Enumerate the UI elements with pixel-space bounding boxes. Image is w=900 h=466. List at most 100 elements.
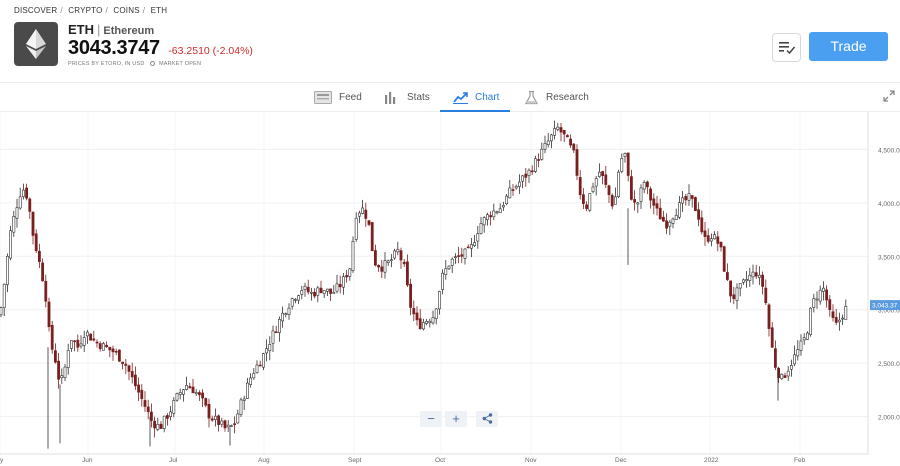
fullscreen-icon[interactable] — [883, 90, 895, 102]
candle-body — [569, 138, 573, 146]
zoom-out-button[interactable]: − — [420, 411, 442, 427]
candle-body — [79, 343, 83, 347]
candle-body — [214, 415, 217, 421]
candle-body — [495, 211, 499, 214]
candle-body — [159, 423, 163, 429]
candle-body — [383, 260, 387, 273]
watchlist-icon — [779, 42, 795, 54]
candle-body — [169, 411, 173, 418]
candle-body — [162, 415, 166, 429]
y-tick-label: 2,500.0 — [878, 361, 900, 368]
candle-body — [220, 420, 224, 425]
candle-body — [137, 384, 141, 393]
candle-body — [668, 221, 672, 227]
tab-chart[interactable]: Chart — [453, 83, 505, 112]
candle-body — [588, 193, 592, 211]
candle-body — [783, 375, 787, 378]
candle-body — [658, 207, 662, 220]
candle-body — [703, 230, 707, 237]
candle-body — [95, 341, 99, 344]
tab-research[interactable]: Research — [525, 83, 589, 112]
candle-body — [175, 393, 179, 401]
candle-body — [351, 241, 355, 271]
candle-body — [89, 333, 93, 341]
candle-body — [473, 242, 477, 246]
research-icon — [525, 91, 538, 105]
watchlist-button[interactable] — [772, 33, 801, 62]
candle-body — [546, 140, 550, 145]
candle-body — [290, 298, 294, 307]
candle-body — [405, 261, 409, 286]
y-tick-label: 4,000.0 — [878, 201, 900, 208]
candle-body — [47, 301, 51, 328]
candle-body — [549, 134, 553, 142]
last-price-marker — [870, 300, 900, 311]
candle-body — [9, 230, 13, 259]
candle-body — [511, 189, 515, 191]
candle-body — [2, 283, 6, 308]
candle-body — [118, 349, 121, 362]
candle-body — [303, 285, 307, 290]
candle-body — [844, 306, 848, 320]
y-tick-label: 2,000.0 — [878, 415, 900, 422]
candle-body — [677, 202, 681, 218]
candle-body — [629, 176, 633, 200]
candle-body — [793, 354, 797, 365]
candle-body — [613, 196, 617, 205]
candle-body — [540, 148, 544, 160]
candle-body — [453, 256, 457, 258]
feed-icon — [314, 91, 332, 104]
candle-body — [255, 364, 259, 374]
candle-body — [441, 272, 445, 290]
y-tick-label: 3,000.0 — [878, 308, 900, 315]
candle-body — [76, 339, 80, 348]
candle-body — [764, 287, 768, 304]
x-tick-label: Aug — [258, 457, 270, 464]
zoom-in-button[interactable]: + — [445, 411, 467, 427]
candle-body — [188, 386, 192, 389]
candle-body — [738, 283, 742, 289]
candle-body — [182, 389, 185, 395]
candle-body — [501, 205, 505, 208]
candle-body — [463, 248, 467, 259]
candle-body — [338, 284, 342, 288]
candle-body — [565, 135, 569, 138]
candle-body — [153, 420, 157, 429]
candle-body — [367, 220, 371, 225]
active-tab-indicator — [440, 110, 510, 112]
candle-body — [246, 382, 249, 399]
candle-body — [124, 363, 128, 366]
candle-body — [767, 304, 771, 329]
candle-body — [530, 170, 534, 173]
breadcrumb-discover[interactable]: DISCOVER — [14, 6, 58, 15]
candle-body — [50, 324, 54, 350]
price-meta: PRICES BY ETORO, IN USD MARKET OPEN — [68, 61, 201, 67]
tab-stats[interactable]: Stats — [384, 83, 432, 112]
candle-body — [725, 272, 729, 280]
candle-body — [514, 185, 518, 189]
tab-bar: Feed Stats Chart Research — [0, 82, 900, 112]
breadcrumb-crypto[interactable]: CRYPTO — [68, 6, 103, 15]
candle-body — [626, 152, 630, 176]
tab-feed[interactable]: Feed — [314, 83, 364, 112]
candle-body — [268, 344, 272, 352]
candle-body — [239, 399, 243, 415]
candle-body — [28, 198, 32, 212]
breadcrumb-coins[interactable]: COINS — [113, 6, 140, 15]
candle-body — [815, 298, 819, 301]
share-button[interactable] — [476, 411, 498, 427]
candle-body — [543, 143, 547, 150]
candle-body — [671, 218, 675, 224]
candle-body — [617, 171, 621, 197]
x-tick-label: Nov — [525, 457, 537, 464]
x-tick-label: Jul — [169, 457, 178, 464]
candle-body — [741, 279, 745, 283]
candle-body — [140, 389, 144, 399]
candle-body — [517, 181, 521, 187]
candle-body — [610, 194, 614, 207]
candle-body — [98, 343, 102, 350]
trade-button[interactable]: Trade — [809, 32, 888, 61]
candle-body — [722, 246, 726, 272]
candle-body — [236, 413, 240, 424]
candle-body — [230, 425, 233, 427]
